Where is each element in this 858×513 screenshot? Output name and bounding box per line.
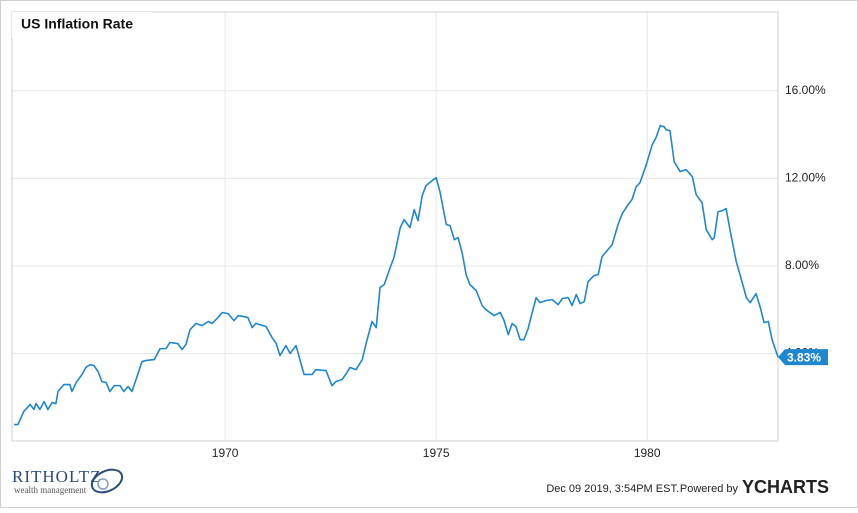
marks xyxy=(14,124,779,426)
logo-icon xyxy=(97,478,109,490)
grid xyxy=(12,12,778,441)
brand: YCHARTS xyxy=(742,477,829,497)
logo: RITHOLTZ wealth management xyxy=(12,467,124,495)
x-tick-label: 1975 xyxy=(423,446,450,460)
y-tick-label: 8.00% xyxy=(785,258,819,272)
plot-frame xyxy=(11,11,779,442)
logo-icon xyxy=(90,468,124,494)
line xyxy=(14,124,779,426)
x-tick-label: 1970 xyxy=(212,446,239,460)
y-tick-label: 16.00% xyxy=(785,83,826,97)
logo-text: RITHOLTZ xyxy=(12,467,102,486)
timestamp: Dec 09 2019, 3:54PM EST. xyxy=(546,483,679,495)
powered-by: Powered by xyxy=(680,483,739,495)
last-value-label: 3.83% xyxy=(787,350,821,364)
logo-subtext: wealth management xyxy=(14,485,87,495)
chart-title: US Inflation Rate xyxy=(21,16,133,32)
last-value-tag xyxy=(778,349,828,366)
y-tick-label: 12.00% xyxy=(785,171,826,185)
x-tick-label: 1980 xyxy=(634,446,661,460)
title-box xyxy=(12,12,152,38)
